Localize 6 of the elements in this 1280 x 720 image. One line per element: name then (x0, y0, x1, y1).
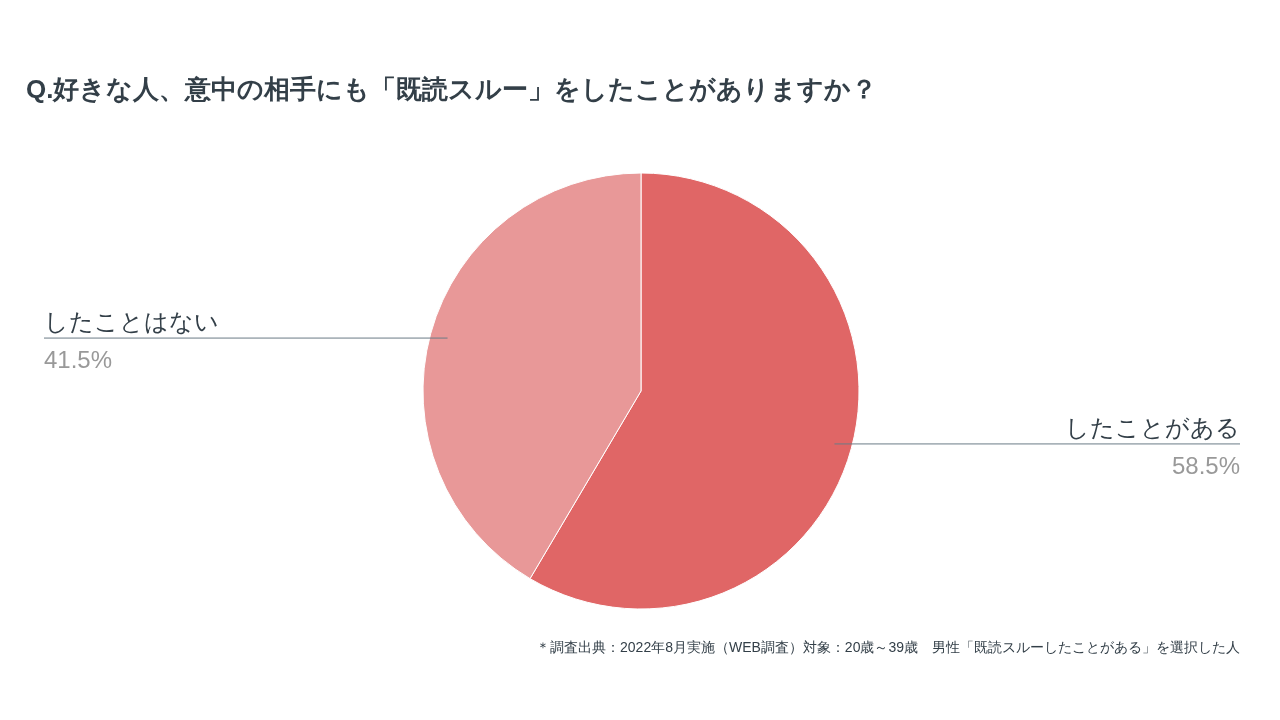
data-label: 58.5% (1171, 451, 1240, 479)
slice-label: したことはない (44, 308, 219, 336)
text: ＊調査出典：2022年8月実施（WEB調査）対象：20歳～39歳 男性「既読スルーしたことがある」を選択した人 (536, 639, 1240, 655)
slice-label: したことがある (1065, 413, 1240, 441)
data-label: 41.5% (44, 346, 113, 374)
chart-title: Q.好きな人、意中の相手にも「既読スルー」をしたことがありますか？ (26, 74, 878, 104)
